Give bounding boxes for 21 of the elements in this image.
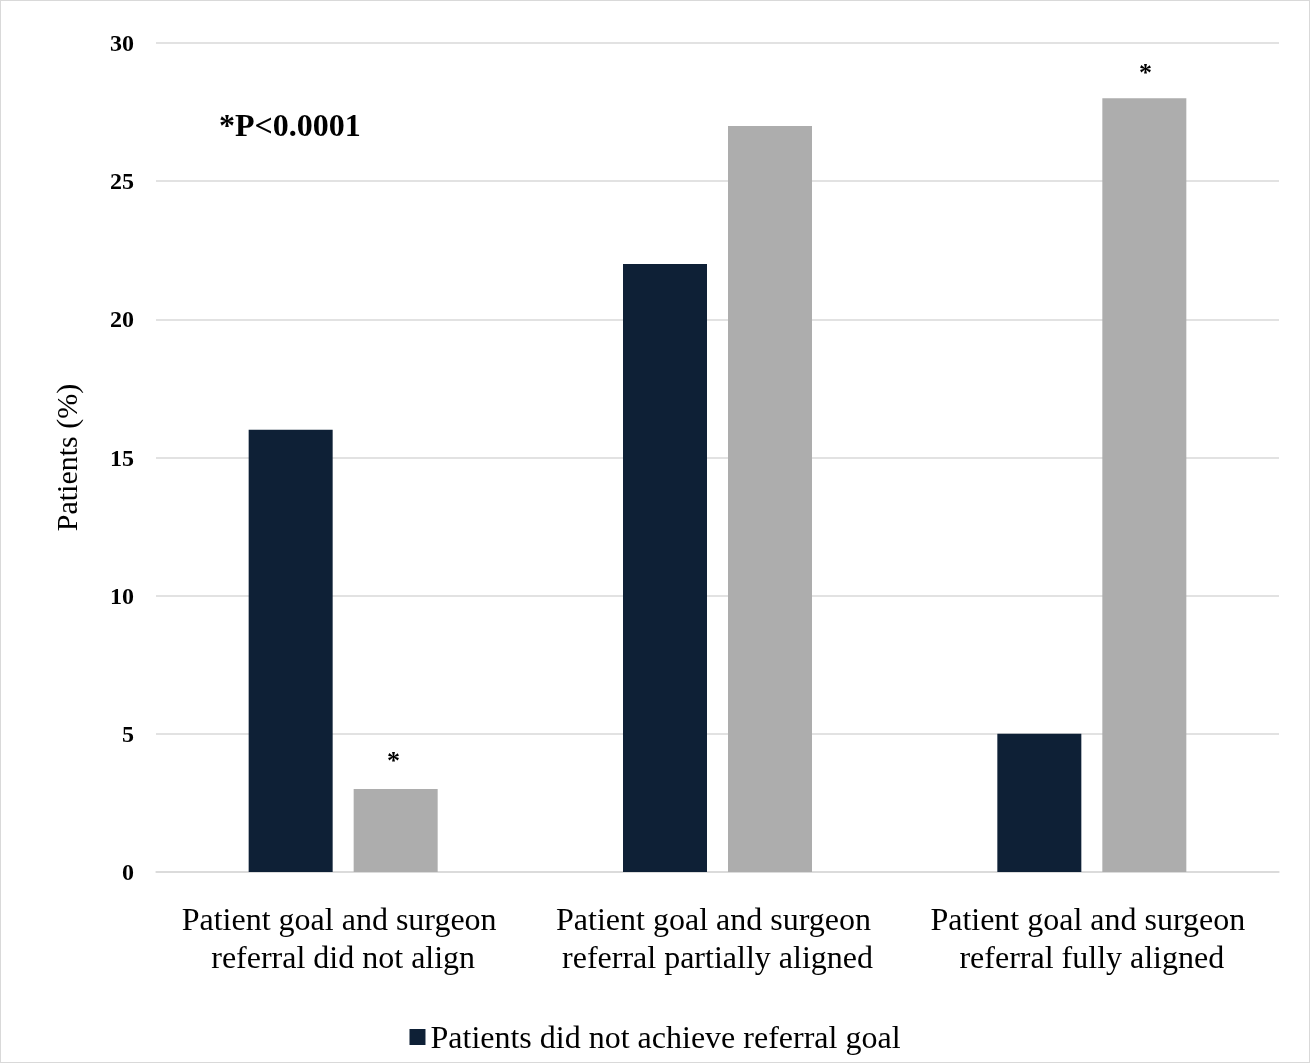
y-tick-label: 25 (110, 168, 134, 195)
bar (728, 125, 812, 872)
bar (248, 429, 333, 872)
bar (1102, 98, 1187, 872)
x-tick-label: Patient goal and surgeon referral did not align (181, 901, 505, 975)
annotation: * (1139, 57, 1152, 87)
y-tick-label: 30 (110, 30, 134, 56)
y-tick-label: 0 (122, 859, 134, 885)
x-tick-label: Patient goal and surgeon referral partially aligned (556, 901, 879, 975)
y-tick-label: 5 (122, 720, 134, 747)
bar (623, 264, 707, 872)
y-tick-label: 10 (110, 582, 134, 609)
x-tick-label: Patient goal and surgeon referral fully aligned (930, 901, 1254, 975)
bar (997, 733, 1082, 872)
y-axis-title: Patients (%) (49, 383, 84, 532)
annotation: *P<0.0001 (219, 107, 361, 143)
bar (353, 789, 438, 872)
annotation: * (387, 745, 400, 775)
y-tick-label: 20 (110, 306, 134, 333)
y-tick-label: 15 (110, 444, 134, 471)
legend-label: Patients did not achieve referral goal (430, 1019, 901, 1055)
